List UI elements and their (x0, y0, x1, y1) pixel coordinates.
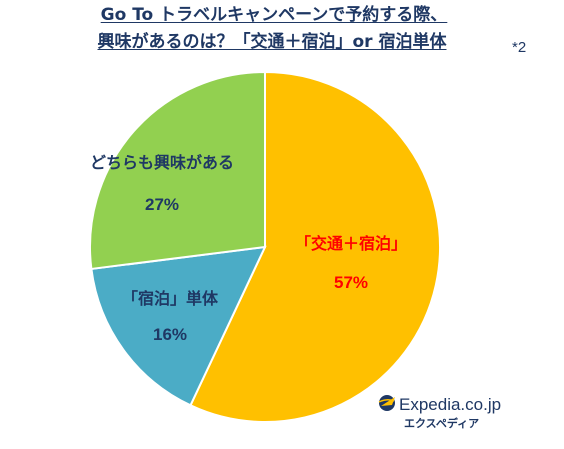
chart-title-line-1: Go To トラベルキャンペーンで予約する際、 (100, 5, 448, 25)
slice-both-interested-value: 27% (145, 195, 179, 214)
slice-both-interested (89, 70, 266, 271)
logo-brand-text: Expedia.co.jp (399, 395, 501, 414)
expedia-logo: Expedia.co.jp エクスペディア (378, 395, 501, 430)
logo-katakana-text: エクスペディア (404, 416, 479, 430)
slice-transport-plus-hotel-label: 「交通＋宿泊」 (295, 234, 407, 253)
slice-transport-plus-hotel-value: 57% (334, 273, 368, 292)
slice-both-interested-label: どちらも興味がある (90, 153, 234, 172)
airplane-globe-icon (378, 395, 395, 411)
slice-transport-plus-hotel (189, 70, 442, 423)
slice-hotel-only-value: 16% (153, 325, 187, 344)
chart-title-line-2: 興味があるのは？「交通＋宿泊」or 宿泊単体 (97, 32, 447, 52)
slice-hotel-only-label: 「宿泊」単体 (122, 289, 219, 308)
slice-hotel-only (90, 245, 267, 407)
footnote-marker: *2 (512, 39, 527, 56)
